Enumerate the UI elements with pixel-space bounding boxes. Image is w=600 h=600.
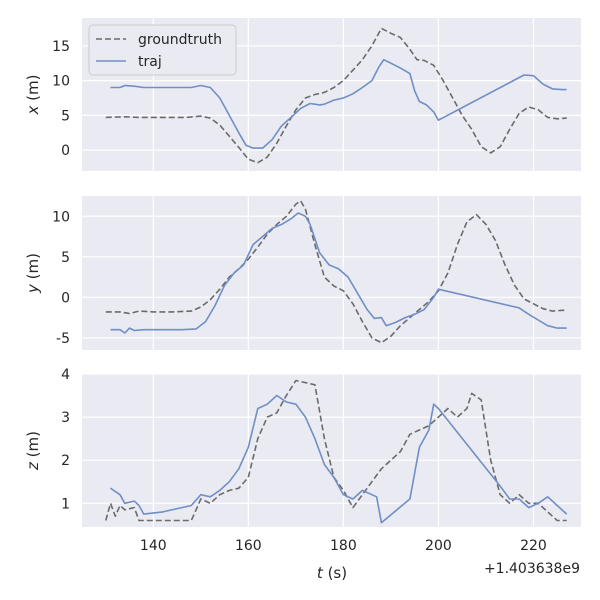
- panels: 0 5 10 15 x (m) groundtruth traj -5 0 5 10 y (m) 1 2 3…: [24, 18, 581, 554]
- y-axis-label: z (m): [24, 431, 42, 471]
- x-tick-label: 180: [330, 538, 357, 554]
- legend: groundtruth traj: [88, 24, 237, 76]
- legend-label-groundtruth: groundtruth: [138, 32, 222, 48]
- panel-2: 1 2 3 4 z (m) 140 160 180 200 220: [24, 367, 581, 554]
- plot-area: [82, 374, 581, 527]
- y-tick-label: 5: [61, 108, 70, 124]
- series-line-traj: [110, 212, 567, 334]
- y-tick-label: 10: [52, 209, 70, 225]
- plot-area: [82, 196, 581, 350]
- y-tick-label: 15: [52, 39, 70, 55]
- series-line-traj: [110, 394, 568, 524]
- series-line-traj: [110, 58, 567, 149]
- y-tick-label: 0: [61, 290, 70, 306]
- x-tick-label: 160: [235, 538, 262, 554]
- y-tick-label: 2: [61, 453, 70, 469]
- y-tick-label: 10: [52, 74, 70, 90]
- y-axis-label: x (m): [24, 75, 42, 116]
- x-tick-label: 200: [425, 538, 452, 554]
- y-tick-label: 3: [61, 410, 70, 426]
- legend-box: [88, 24, 237, 76]
- legend-label-traj: traj: [138, 54, 162, 70]
- y-tick-label: 1: [61, 496, 70, 512]
- y-axis-label: y (m): [24, 253, 42, 294]
- y-tick-label: 0: [61, 143, 70, 159]
- panel-1: -5 0 5 10 y (m): [24, 196, 581, 350]
- series-line-groundtruth: [105, 27, 567, 164]
- x-tick-label: 140: [140, 538, 167, 554]
- y-tick-label: 5: [61, 250, 70, 266]
- y-tick-label: -5: [56, 331, 70, 347]
- x-tick-label: 220: [520, 538, 547, 554]
- x-offset-label: +1.403638e9: [484, 561, 580, 577]
- x-axis-label: t (s): [317, 564, 347, 582]
- series-line-groundtruth: [105, 200, 567, 344]
- y-tick-label: 4: [61, 367, 70, 383]
- panel-0: 0 5 10 15 x (m) groundtruth traj: [24, 18, 581, 171]
